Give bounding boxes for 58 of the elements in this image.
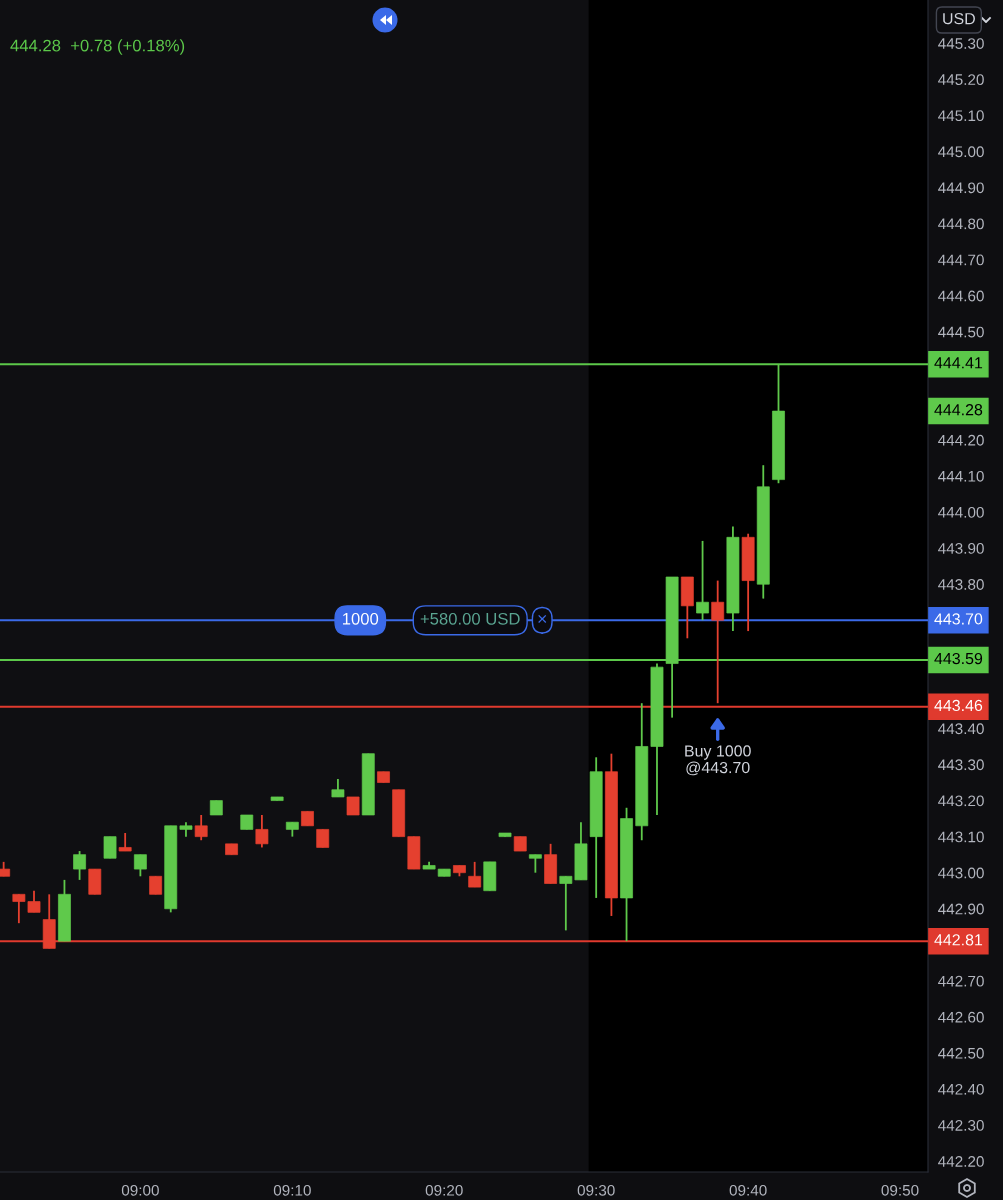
x-tick-label: 09:50 <box>881 1184 919 1196</box>
candlestick <box>103 835 117 860</box>
y-tick-label: 445.20 <box>938 74 984 86</box>
y-tick-label: 444.20 <box>938 434 984 446</box>
x-tick-label: 09:40 <box>729 1184 767 1196</box>
ref-line-label: 443.59 <box>934 652 983 665</box>
text: USD <box>943 12 975 25</box>
candlestick <box>696 540 709 622</box>
y-tick-label: 442.30 <box>938 1119 984 1131</box>
y-tick-label: 444.50 <box>938 326 984 338</box>
x-tick-label: 09:30 <box>577 1184 615 1196</box>
candlestick <box>316 828 330 849</box>
y-tick-label: 442.50 <box>938 1047 984 1059</box>
ref-line-label: 444.41 <box>934 357 983 369</box>
candlestick <box>73 850 86 881</box>
candlestick <box>149 875 163 896</box>
y-tick-label: 444.10 <box>938 470 984 482</box>
annotation: +580.00 USD <box>420 612 520 625</box>
candlestick <box>468 860 482 889</box>
x-tick-label: 09:20 <box>425 1184 463 1196</box>
y-tick-label: 442.90 <box>938 903 984 915</box>
candlestick <box>711 579 725 705</box>
candlestick <box>133 853 147 878</box>
y-tick-label: 443.20 <box>938 795 984 807</box>
y-tick-label: 443.80 <box>938 579 984 590</box>
y-tick-label: 443.90 <box>938 543 984 554</box>
y-tick-label: 445.00 <box>938 146 984 158</box>
text: 444.28 <box>934 404 983 416</box>
candlestick <box>528 853 542 874</box>
y-tick-label: 445.10 <box>938 110 984 122</box>
y-tick-label: 445.30 <box>938 38 984 49</box>
ref-line-label: 443.70 <box>934 613 983 625</box>
y-tick-label: 442.70 <box>938 975 984 987</box>
ref-line-label: 442.81 <box>934 934 983 946</box>
y-tick-label: 443.30 <box>938 759 984 771</box>
y-tick-label: 443.00 <box>938 867 984 879</box>
annotation: × <box>538 614 547 623</box>
y-tick-label: 442.20 <box>938 1156 984 1167</box>
x-tick-label: 09:10 <box>273 1184 311 1196</box>
y-tick-label: 444.00 <box>938 506 984 518</box>
ref-line-label: 443.46 <box>934 699 983 712</box>
candlestick <box>194 814 208 842</box>
candlestick <box>346 796 360 816</box>
y-tick-label: 443.10 <box>938 831 984 843</box>
text: 444.28 +0.78 (+0.18%) <box>10 39 185 55</box>
x-tick-label: 09:00 <box>121 1184 159 1196</box>
y-tick-label: 444.60 <box>938 290 984 302</box>
candlestick <box>118 832 132 852</box>
y-tick-label: 443.40 <box>938 723 984 735</box>
y-tick-label: 442.40 <box>938 1083 984 1095</box>
candlestick <box>255 814 269 849</box>
y-tick-label: 444.90 <box>938 182 984 194</box>
annotation: Buy 1000 @443.70 <box>685 745 751 776</box>
y-tick-label: 444.80 <box>938 218 984 230</box>
annotation: 1000 <box>343 612 379 625</box>
candlestick <box>331 778 345 798</box>
y-tick-label: 444.70 <box>938 254 984 266</box>
y-tick-label: 442.60 <box>938 1011 984 1023</box>
